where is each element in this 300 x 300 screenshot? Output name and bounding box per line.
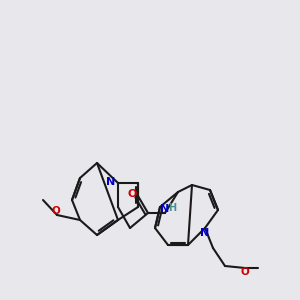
Text: O: O — [241, 267, 249, 277]
Text: N: N — [160, 204, 169, 214]
Text: O: O — [128, 189, 137, 199]
Text: N: N — [200, 227, 210, 238]
Text: O: O — [51, 206, 60, 216]
Text: N: N — [106, 177, 116, 188]
Text: H: H — [168, 202, 176, 213]
